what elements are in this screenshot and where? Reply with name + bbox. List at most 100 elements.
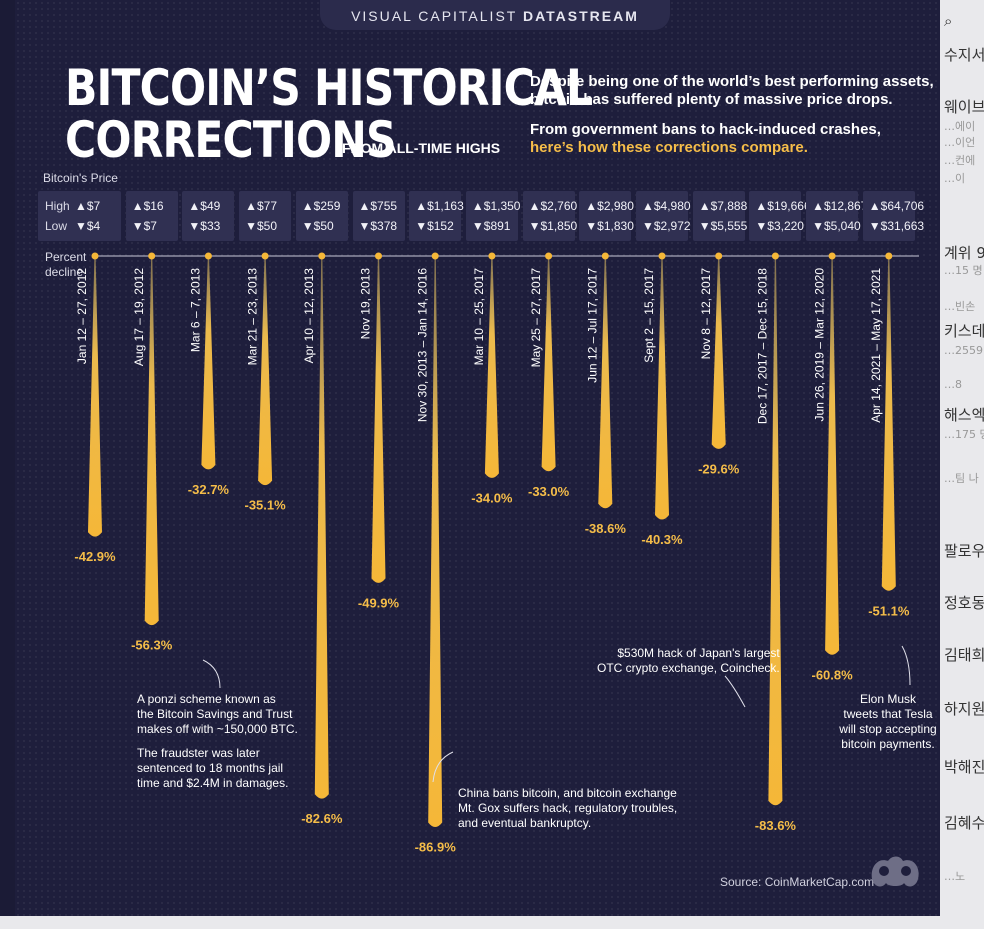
price-box: ▲$2,760 ▼$1,850 — [522, 191, 578, 241]
side-panel-item[interactable]: 수지서 — [944, 46, 984, 64]
title-line-2: CORRECTIONS — [65, 111, 397, 169]
low-price-value: ▼$2,972 — [642, 219, 691, 233]
side-panel-item[interactable]: 하지원 — [944, 700, 984, 718]
decline-bar — [88, 256, 102, 537]
date-label: Mar 21 – 23, 2013 — [245, 268, 259, 366]
date-label: Apr 14, 2021 – May 17, 2021 — [869, 268, 883, 423]
banner-plain: VISUAL CAPITALIST — [351, 8, 523, 24]
high-price-value: ▲$7 — [75, 199, 101, 213]
decline-value-label: -51.1% — [868, 603, 910, 618]
bar-start-dot — [771, 252, 779, 260]
side-panel-item[interactable]: 웨이브 — [944, 98, 984, 116]
coincheck-line-2: OTC crypto exchange, Coincheck. — [597, 661, 780, 675]
decline-value-label: -29.6% — [698, 461, 740, 476]
date-label: Mar 10 – 25, 2017 — [472, 268, 486, 366]
coincheck-line-1: $530M hack of Japan's largest — [617, 646, 780, 660]
high-price-value: ▲$16 — [131, 199, 164, 213]
price-box: ▲$77 ▼$50 — [239, 191, 292, 241]
ponzi-line-1: A ponzi scheme known as — [137, 692, 276, 706]
decline-value-label: -38.6% — [585, 521, 627, 536]
side-panel-item[interactable]: …15 명 — [944, 264, 983, 277]
low-price-value: ▼$31,663 — [868, 219, 925, 233]
bar-start-dot — [261, 252, 269, 260]
price-box: ▲$19,666 ▼$3,220 — [749, 191, 811, 241]
decline-value-label: -42.9% — [74, 549, 116, 564]
side-panel-item[interactable]: …빈손 — [944, 300, 976, 313]
side-panel-item[interactable]: …노 — [944, 870, 966, 883]
high-price-value: ▲$1,163 — [415, 199, 464, 213]
ponzi-pointer — [202, 659, 221, 689]
side-panel-item[interactable]: 키스데 — [944, 322, 984, 340]
musk-line-1: Elon Musk — [859, 692, 917, 706]
ponzi-line-2: the Bitcoin Savings and Trust — [137, 707, 293, 721]
side-panel-item[interactable]: 김혜수 — [944, 814, 984, 832]
side-panel-item[interactable]: …에이 — [944, 120, 976, 133]
price-box: ▲$4,980 ▼$2,972 — [636, 191, 691, 241]
coincheck-pointer — [724, 675, 746, 708]
date-label: Jun 26, 2019 – Mar 12, 2020 — [812, 268, 826, 422]
decline-value-label: -56.3% — [131, 638, 173, 653]
decline-bar — [598, 256, 613, 509]
china-line-1: China bans bitcoin, and bitcoin exchange — [458, 786, 677, 800]
bitcoin-price-label: Bitcoin's Price — [43, 171, 118, 185]
price-box: ▲$7,888 ▼$5,555 — [692, 191, 747, 241]
side-panel-item[interactable]: 정호동 — [944, 594, 984, 612]
low-price-value: ▼$50 — [301, 219, 334, 233]
decline-bar — [768, 256, 783, 806]
decline-bar — [541, 256, 556, 472]
decline-bar — [258, 256, 273, 486]
percent-label: Percent — [45, 250, 87, 264]
side-panel-item[interactable]: 해스엑 — [944, 406, 984, 424]
annotation-pointers — [202, 645, 911, 783]
brand-banner: VISUAL CAPITALIST DATASTREAM — [320, 0, 670, 30]
decline-value-label: -33.0% — [528, 484, 570, 499]
low-price-value: ▼$1,830 — [585, 219, 634, 233]
high-price-value: ▲$2,760 — [528, 199, 578, 213]
date-label: Nov 8 – 12, 2017 — [699, 268, 713, 360]
bar-start-dot — [318, 252, 326, 260]
low-price-value: ▼$5,040 — [812, 219, 861, 233]
bar-start-dot — [885, 252, 893, 260]
bar-start-dot — [204, 252, 212, 260]
high-price-value: ▲$4,980 — [642, 199, 691, 213]
bar-start-dot — [601, 252, 609, 260]
side-panel-item[interactable]: …2559 — [944, 344, 983, 357]
date-label: Jan 12 – 27, 2012 — [75, 268, 89, 364]
high-price-value: ▲$259 — [301, 199, 341, 213]
side-panel-item[interactable]: ⌕ — [944, 12, 953, 30]
high-price-value: ▲$12,867 — [812, 199, 868, 213]
musk-note: Elon Musk tweets that Tesla will stop ac… — [838, 692, 938, 752]
side-panel-item[interactable]: …이 — [944, 172, 966, 185]
price-box: ▲$12,867 ▼$5,040 — [806, 191, 867, 241]
decline-label: decline — [45, 265, 84, 279]
intro-line-2: bitcoin has suffered plenty of massive p… — [530, 91, 893, 108]
side-panel-item[interactable]: 팔로우 — [944, 542, 984, 560]
high-price-value: ▲$1,350 — [471, 199, 521, 213]
low-price-value: ▼$7 — [131, 219, 157, 233]
title-suffix: FROM ALL-TIME HIGHS — [342, 140, 501, 156]
price-box: ▲$64,706 ▼$31,663 — [862, 191, 924, 241]
decline-value-label: -86.9% — [415, 840, 457, 855]
china-line-2: Mt. Gox suffers hack, regulatory trouble… — [458, 801, 678, 815]
side-panel-item[interactable]: …이언 — [944, 136, 976, 149]
decline-bar — [371, 256, 386, 583]
price-box: ▲$7 ▼$4 — [69, 191, 121, 241]
side-panel-item[interactable]: …컨에 — [944, 154, 976, 167]
side-panel-item[interactable]: 김태희 — [944, 646, 984, 664]
side-panel-item[interactable]: …8 — [944, 378, 962, 391]
decline-value-label: -83.6% — [755, 818, 797, 833]
intro-line-4: here’s how these corrections compare. — [530, 139, 808, 156]
side-panel-item[interactable]: …175 명 — [944, 428, 984, 441]
bars-group — [88, 252, 896, 828]
low-price-value: ▼$3,220 — [755, 219, 804, 233]
musk-line-3: will stop accepting — [839, 722, 937, 736]
side-panel-item[interactable]: …팀 나 — [944, 472, 979, 485]
musk-pointer — [901, 645, 911, 686]
side-panel-item[interactable]: 박해진 — [944, 758, 984, 776]
side-panel-item[interactable]: 계위 9 — [944, 244, 984, 262]
date-label: Dec 17, 2017 – Dec 15, 2018 — [756, 268, 770, 424]
bottom-strip — [0, 916, 940, 929]
high-price-value: ▲$755 — [358, 199, 398, 213]
musk-line-4: bitcoin payments. — [841, 737, 935, 751]
high-price-value: ▲$2,980 — [585, 199, 634, 213]
